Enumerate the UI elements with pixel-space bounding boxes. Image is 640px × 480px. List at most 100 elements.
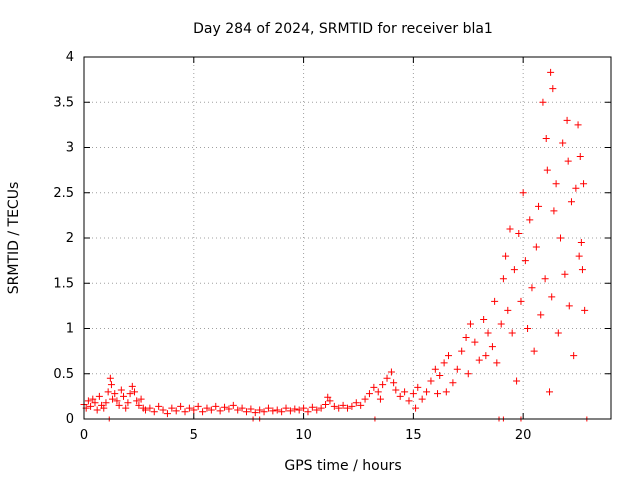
- data-point: [577, 239, 585, 247]
- data-point: [434, 390, 442, 398]
- data-point: [549, 85, 557, 93]
- data-point: [216, 407, 224, 415]
- y-tick-label: 3: [66, 141, 74, 156]
- data-point: [308, 403, 316, 411]
- data-point: [530, 347, 538, 355]
- data-point: [563, 116, 571, 124]
- data-point: [581, 306, 589, 314]
- data-point: [379, 381, 387, 389]
- data-point: [383, 374, 391, 382]
- grid-lines: [84, 57, 611, 419]
- data-point: [580, 180, 588, 188]
- data-point: [521, 257, 529, 265]
- data-point: [539, 98, 547, 106]
- data-point: [126, 390, 134, 398]
- data-point: [115, 401, 123, 409]
- data-point: [414, 383, 422, 391]
- data-point: [570, 352, 578, 360]
- data-point: [550, 207, 558, 215]
- data-point: [264, 404, 272, 412]
- data-point: [497, 320, 505, 328]
- data-point: [168, 404, 176, 412]
- data-point: [564, 157, 572, 165]
- data-point: [194, 402, 202, 410]
- data-point: [442, 388, 450, 396]
- data-point: [488, 343, 496, 351]
- data-point: [177, 402, 185, 410]
- data-point: [352, 399, 360, 407]
- y-axis-label: SRMTID / TECUs: [6, 182, 22, 295]
- data-point: [117, 386, 125, 394]
- data-point: [185, 404, 193, 412]
- data-point: [111, 390, 119, 398]
- x-tick-label: 20: [515, 428, 532, 443]
- data-point: [229, 401, 237, 409]
- data-point: [251, 409, 259, 417]
- data-point: [313, 406, 321, 414]
- data-point: [499, 275, 507, 283]
- data-point: [440, 359, 448, 367]
- data-point: [464, 370, 472, 378]
- data-point: [543, 166, 551, 174]
- data-point: [374, 388, 382, 396]
- data-point: [109, 395, 117, 403]
- y-tick-label: 2: [66, 231, 74, 246]
- data-point: [548, 293, 556, 301]
- data-point: [247, 405, 255, 413]
- data-point: [409, 390, 417, 398]
- x-tick-label: 10: [295, 428, 312, 443]
- data-point: [565, 302, 573, 310]
- data-point: [107, 381, 115, 389]
- data-point: [135, 401, 143, 409]
- data-point: [295, 406, 303, 414]
- data-point: [339, 401, 347, 409]
- data-point: [131, 388, 139, 396]
- data-point: [471, 338, 479, 346]
- data-point: [273, 406, 281, 414]
- data-point: [475, 356, 483, 364]
- data-point: [282, 404, 290, 412]
- data-point: [482, 352, 490, 360]
- data-point: [458, 347, 466, 355]
- data-point: [221, 403, 229, 411]
- data-point: [317, 404, 325, 412]
- data-point: [535, 202, 543, 210]
- data-point: [484, 329, 492, 337]
- data-point: [370, 383, 378, 391]
- data-point: [238, 404, 246, 412]
- data-point: [449, 379, 457, 387]
- x-tick-label: 0: [80, 428, 88, 443]
- data-point: [574, 121, 582, 129]
- data-point: [423, 388, 431, 396]
- data-point: [137, 395, 145, 403]
- data-point: [561, 270, 569, 278]
- data-point: [212, 402, 220, 410]
- data-point: [387, 368, 395, 376]
- data-point: [528, 284, 536, 292]
- data-point: [113, 397, 121, 405]
- data-point: [506, 225, 514, 233]
- data-point: [575, 252, 583, 260]
- y-tick-label: 1: [66, 322, 74, 337]
- data-point: [128, 382, 136, 390]
- data-point: [401, 388, 409, 396]
- data-point: [361, 395, 369, 403]
- plot-frame: [83, 56, 612, 420]
- data-point: [462, 334, 470, 342]
- data-point: [291, 405, 299, 413]
- data-point: [89, 395, 97, 403]
- data-point: [300, 404, 308, 412]
- data-point: [542, 134, 550, 142]
- data-point: [431, 365, 439, 373]
- data-point: [242, 408, 250, 416]
- data-point: [365, 390, 373, 398]
- data-point: [100, 404, 108, 412]
- data-point: [396, 392, 404, 400]
- data-point: [93, 406, 101, 414]
- data-point: [390, 379, 398, 387]
- data-point: [526, 216, 534, 224]
- data-point: [199, 408, 207, 416]
- data-point: [445, 352, 453, 360]
- data-point: [453, 365, 461, 373]
